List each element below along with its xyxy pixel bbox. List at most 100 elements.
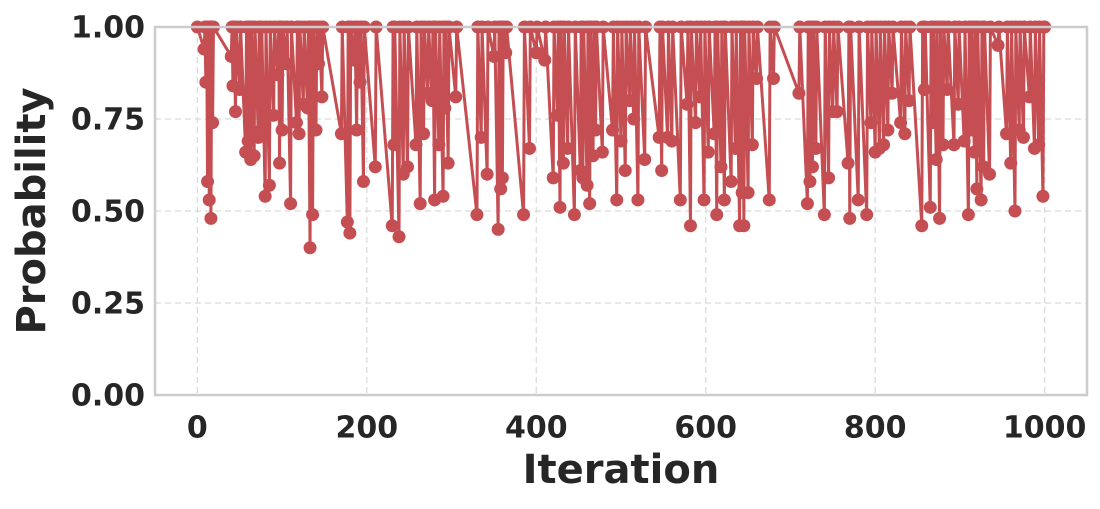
point	[258, 189, 272, 203]
labels: 0.00 0.25 0.50 0.75 1.00 0 200 400 600 800 1000	[71, 11, 1086, 446]
point	[750, 72, 764, 86]
point	[400, 160, 414, 174]
point	[689, 116, 703, 130]
point	[556, 156, 570, 170]
point	[614, 134, 628, 148]
y-tick-label: 0.25	[71, 287, 145, 322]
point	[413, 197, 427, 211]
point	[517, 208, 531, 222]
point	[275, 123, 289, 137]
point	[436, 189, 450, 203]
point	[767, 72, 781, 86]
point	[1004, 156, 1018, 170]
point	[701, 145, 715, 159]
point	[809, 141, 823, 155]
point	[947, 138, 961, 152]
point	[228, 105, 242, 119]
point	[1008, 204, 1022, 218]
point	[254, 123, 268, 137]
point	[392, 230, 406, 244]
y-tick-label: 0.50	[71, 195, 145, 230]
point	[201, 175, 215, 189]
y-tick-label: 0.75	[71, 103, 145, 138]
point	[550, 108, 564, 122]
point	[279, 57, 293, 71]
point	[589, 123, 603, 137]
x-tick-label: 600	[674, 411, 737, 446]
point	[409, 138, 423, 152]
point	[438, 101, 452, 115]
point	[822, 171, 836, 185]
point	[553, 200, 567, 214]
point	[449, 90, 463, 104]
point	[202, 193, 216, 207]
point	[197, 42, 211, 56]
point	[741, 186, 755, 200]
point	[315, 90, 329, 104]
point	[580, 178, 594, 192]
point	[1032, 138, 1046, 152]
point	[480, 167, 494, 181]
point	[1036, 189, 1050, 203]
point	[1000, 127, 1014, 141]
point	[841, 156, 855, 170]
point	[728, 141, 742, 155]
point	[561, 141, 575, 155]
plot-frame	[153, 25, 1089, 397]
point	[309, 123, 323, 137]
point	[936, 138, 950, 152]
point	[970, 182, 984, 196]
point	[933, 211, 947, 225]
point	[233, 83, 247, 97]
point	[961, 208, 975, 222]
point	[312, 57, 326, 71]
point	[334, 127, 348, 141]
point	[206, 116, 220, 130]
point	[247, 149, 261, 163]
point	[894, 116, 908, 130]
point	[546, 171, 560, 185]
point	[885, 86, 899, 100]
point	[306, 208, 320, 222]
point	[271, 68, 285, 82]
point	[627, 112, 641, 126]
point	[583, 197, 597, 211]
point	[940, 83, 954, 97]
y-axis-label: Probability	[9, 87, 55, 334]
point	[262, 178, 276, 192]
y-tick-label: 0.00	[71, 379, 145, 414]
point	[425, 94, 439, 108]
point	[441, 156, 455, 170]
point	[860, 208, 874, 222]
point	[805, 160, 819, 174]
x-tick-label: 800	[844, 411, 907, 446]
x-tick-label: 1000	[1003, 411, 1087, 446]
point	[494, 182, 508, 196]
point	[737, 219, 751, 233]
point	[267, 108, 281, 122]
point	[606, 123, 620, 137]
point	[499, 46, 513, 60]
point	[347, 53, 361, 67]
point	[817, 208, 831, 222]
point	[301, 101, 315, 115]
point	[538, 53, 552, 67]
point	[567, 208, 581, 222]
point	[491, 222, 505, 236]
point	[714, 160, 728, 174]
point	[830, 105, 844, 119]
point	[224, 49, 238, 63]
point	[991, 38, 1005, 52]
point	[803, 175, 817, 189]
point	[964, 123, 978, 137]
plot-marks	[190, 20, 1052, 255]
point	[680, 97, 694, 111]
point	[610, 193, 624, 207]
point	[470, 208, 484, 222]
point	[745, 138, 759, 152]
point	[292, 127, 306, 141]
point	[495, 171, 509, 185]
x-tick-label: 200	[336, 411, 399, 446]
point	[273, 156, 287, 170]
x-tick-label: 0	[187, 411, 208, 446]
